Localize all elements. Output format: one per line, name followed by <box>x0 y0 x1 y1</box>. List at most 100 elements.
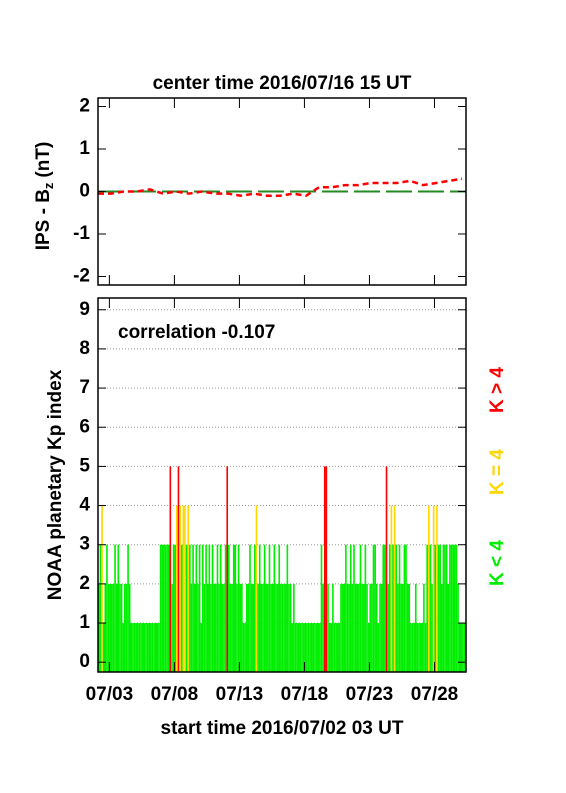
data-line <box>98 177 463 198</box>
bar <box>437 544 440 672</box>
bar <box>445 544 448 672</box>
y-tick-label: 0 <box>79 651 90 672</box>
bar <box>327 583 329 672</box>
bar <box>335 623 337 672</box>
bar <box>406 583 409 672</box>
bar <box>356 583 359 672</box>
bar <box>294 623 297 672</box>
bar <box>397 583 399 672</box>
bar <box>340 583 342 672</box>
bar <box>252 583 255 672</box>
bar <box>128 583 131 672</box>
x-tick-label: 07/13 <box>216 684 264 705</box>
bar <box>322 583 324 672</box>
bar <box>384 544 386 672</box>
bar <box>187 505 190 672</box>
bar <box>416 623 419 672</box>
bar <box>418 623 420 672</box>
bar <box>169 466 172 672</box>
bar <box>309 623 311 672</box>
bar <box>317 623 320 672</box>
bar <box>429 544 432 672</box>
bar <box>414 583 417 672</box>
annotation: correlation -0.107 <box>118 322 275 343</box>
bar <box>161 544 164 672</box>
y-axis-label: IPS - Bz (nT) <box>33 142 56 251</box>
bar <box>382 544 385 672</box>
x-axis-label: start time 2016/07/02 03 UT <box>161 718 404 739</box>
bar <box>197 583 199 672</box>
bar <box>336 623 339 672</box>
bar <box>310 623 313 672</box>
bar <box>182 505 185 672</box>
bar <box>166 544 168 672</box>
bar <box>411 623 414 672</box>
bar <box>436 505 438 672</box>
y-label-unit: (nT) <box>33 142 54 178</box>
bar <box>276 583 279 672</box>
bar <box>319 623 321 672</box>
bar <box>224 544 227 672</box>
bar <box>286 544 289 672</box>
y-label-main: IPS - B <box>33 189 54 250</box>
bar <box>237 544 240 672</box>
bar <box>307 623 310 672</box>
bar <box>457 583 459 672</box>
bar <box>244 623 246 672</box>
bar <box>190 583 193 672</box>
y-tick-label: 2 <box>79 573 90 594</box>
bar <box>115 583 118 672</box>
bar <box>453 544 456 672</box>
bar <box>119 583 121 672</box>
bar <box>114 544 116 672</box>
bar <box>210 583 212 672</box>
bar <box>208 544 211 672</box>
bar <box>117 544 120 672</box>
bar <box>314 623 316 672</box>
y-tick-label: -1 <box>73 223 90 244</box>
bar <box>206 583 209 672</box>
bar <box>172 544 175 672</box>
bar <box>184 505 186 672</box>
bar <box>405 544 407 672</box>
x-tick-label: 07/18 <box>281 684 329 705</box>
bar <box>320 544 323 672</box>
bar <box>195 544 198 672</box>
bar <box>353 544 355 672</box>
bar <box>107 583 110 672</box>
bar <box>423 583 425 672</box>
plot-frame <box>97 297 467 673</box>
bar <box>137 623 139 672</box>
bar <box>361 583 363 672</box>
bar <box>463 623 466 672</box>
bar <box>385 466 388 672</box>
bar <box>239 583 242 672</box>
bar <box>205 544 207 672</box>
bar <box>249 544 251 672</box>
bar <box>102 623 105 672</box>
bar <box>124 583 126 672</box>
bar <box>380 583 383 672</box>
bar <box>98 583 100 672</box>
bar <box>346 583 349 672</box>
bar <box>349 544 352 672</box>
bar <box>281 583 284 672</box>
bar <box>345 544 347 672</box>
bar <box>283 583 285 672</box>
bar <box>120 583 123 672</box>
bar <box>200 623 203 672</box>
bar <box>130 623 133 672</box>
y-tick-label: 3 <box>79 534 90 555</box>
bar <box>211 544 214 672</box>
bar <box>306 623 308 672</box>
bar <box>395 544 398 672</box>
bar <box>348 583 350 672</box>
bar <box>289 583 292 672</box>
bar <box>299 623 302 672</box>
bar <box>450 544 453 672</box>
bar <box>151 623 154 672</box>
y-tick-label: 1 <box>79 138 90 159</box>
bar <box>432 505 435 672</box>
bar <box>458 623 461 672</box>
bar <box>271 583 274 672</box>
